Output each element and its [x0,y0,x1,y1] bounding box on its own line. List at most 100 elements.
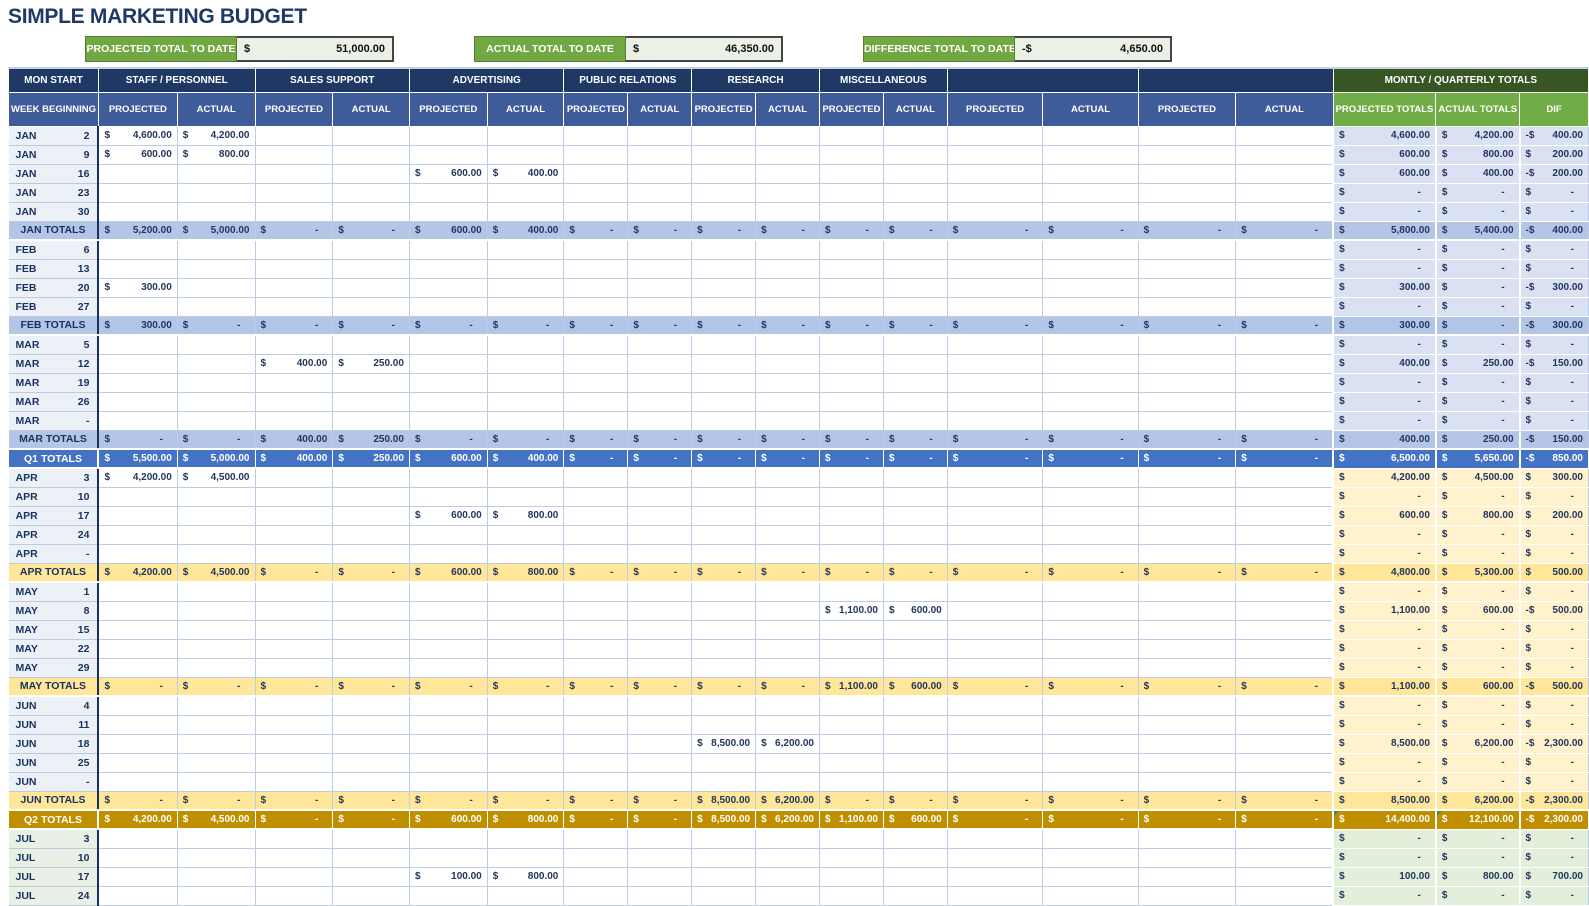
week-label-cell[interactable]: MAR 19 [8,373,100,393]
budget-cell[interactable] [947,658,1044,678]
budget-cell[interactable] [627,278,693,298]
week-label-cell[interactable]: JAN 9 [8,145,100,165]
actual-totals-cell[interactable]: $ - [1434,772,1521,792]
budget-cell[interactable] [627,696,693,716]
budget-cell[interactable]: $ - [947,810,1044,830]
budget-cell[interactable]: $ - [755,677,820,697]
budget-cell[interactable] [819,772,884,792]
budget-cell[interactable] [819,848,884,868]
dif-cell[interactable]: $ - [1518,411,1589,431]
dif-cell[interactable]: -$ 2,300.00 [1518,791,1589,811]
week-label-cell[interactable]: FEB 27 [8,297,100,317]
week-label-cell[interactable]: MAR 12 [8,354,100,374]
budget-cell[interactable] [627,525,693,545]
actual-totals-cell[interactable]: $5,300.00 [1434,563,1521,583]
budget-cell[interactable] [255,772,334,792]
budget-cell[interactable]: $ - [1138,430,1237,450]
week-label-cell[interactable]: JAN 2 [8,126,100,146]
budget-cell[interactable] [1042,848,1139,868]
budget-cell[interactable] [947,126,1044,146]
budget-cell[interactable] [1138,202,1237,222]
budget-cell[interactable]: $ - [1042,430,1139,450]
budget-cell[interactable] [1235,829,1334,849]
budget-cell[interactable]: $ - [1138,563,1237,583]
week-label-cell[interactable]: FEB 13 [8,259,100,279]
actual-totals-cell[interactable]: $5,400.00 [1434,221,1521,241]
budget-cell[interactable]: $600.00 [409,449,488,469]
budget-cell[interactable] [947,734,1044,754]
budget-cell[interactable] [819,620,884,640]
budget-cell[interactable] [1235,297,1334,317]
week-label-cell[interactable]: JUN 4 [8,696,100,716]
budget-cell[interactable] [177,715,256,735]
budget-cell[interactable] [563,145,629,165]
budget-cell[interactable] [1235,354,1334,374]
budget-cell[interactable] [332,411,410,431]
budget-cell[interactable] [1042,696,1139,716]
budget-cell[interactable]: $ - [1042,221,1139,241]
budget-cell[interactable] [691,278,757,298]
budget-cell[interactable] [947,240,1044,260]
budget-cell[interactable] [563,772,629,792]
budget-cell[interactable] [98,506,178,526]
budget-cell[interactable] [947,164,1044,184]
budget-cell[interactable] [755,658,820,678]
budget-cell[interactable] [255,734,334,754]
budget-cell[interactable] [947,867,1044,887]
budget-cell[interactable] [487,392,565,412]
budget-cell[interactable] [1138,373,1237,393]
budget-cell[interactable] [947,259,1044,279]
budget-cell[interactable] [1138,658,1237,678]
budget-cell[interactable] [1235,696,1334,716]
budget-cell[interactable] [691,544,757,564]
budget-cell[interactable]: $ - [947,430,1044,450]
budget-cell[interactable] [332,202,410,222]
budget-cell[interactable] [98,696,178,716]
budget-cell[interactable] [883,582,948,602]
budget-cell[interactable] [627,772,693,792]
budget-cell[interactable] [98,829,178,849]
budget-cell[interactable] [947,620,1044,640]
budget-cell[interactable]: $4,500.00 [177,468,256,488]
budget-cell[interactable] [487,848,565,868]
budget-cell[interactable] [332,734,410,754]
budget-cell[interactable] [691,639,757,659]
budget-cell[interactable] [947,506,1044,526]
budget-cell[interactable] [332,829,410,849]
budget-cell[interactable]: $ - [1235,810,1334,830]
budget-cell[interactable]: $ - [819,221,884,241]
budget-cell[interactable] [627,753,693,773]
budget-cell[interactable] [487,829,565,849]
budget-cell[interactable] [755,848,820,868]
week-label-cell[interactable]: APR 24 [8,525,100,545]
budget-cell[interactable]: $250.00 [332,449,410,469]
budget-cell[interactable] [487,411,565,431]
budget-cell[interactable] [627,582,693,602]
budget-cell[interactable]: $ - [819,430,884,450]
budget-cell[interactable] [1235,886,1334,906]
dif-cell[interactable]: $ - [1518,582,1589,602]
budget-cell[interactable] [819,696,884,716]
budget-cell[interactable] [1042,164,1139,184]
budget-cell[interactable] [755,183,820,203]
budget-cell[interactable] [883,335,948,355]
budget-cell[interactable]: $ - [98,791,178,811]
budget-cell[interactable]: $600.00 [883,601,948,621]
budget-cell[interactable] [487,734,565,754]
budget-cell[interactable] [819,468,884,488]
budget-cell[interactable]: $ - [255,791,334,811]
budget-cell[interactable] [98,848,178,868]
budget-cell[interactable]: $ - [563,677,629,697]
budget-cell[interactable]: $ - [691,316,757,336]
budget-cell[interactable] [1042,525,1139,545]
budget-cell[interactable] [563,468,629,488]
budget-cell[interactable] [332,278,410,298]
budget-cell[interactable] [98,240,178,260]
budget-cell[interactable] [1042,734,1139,754]
budget-cell[interactable] [1138,829,1237,849]
budget-cell[interactable] [819,582,884,602]
budget-cell[interactable] [255,696,334,716]
week-label-cell[interactable]: APR 17 [8,506,100,526]
budget-cell[interactable] [1042,544,1139,564]
budget-cell[interactable] [177,335,256,355]
